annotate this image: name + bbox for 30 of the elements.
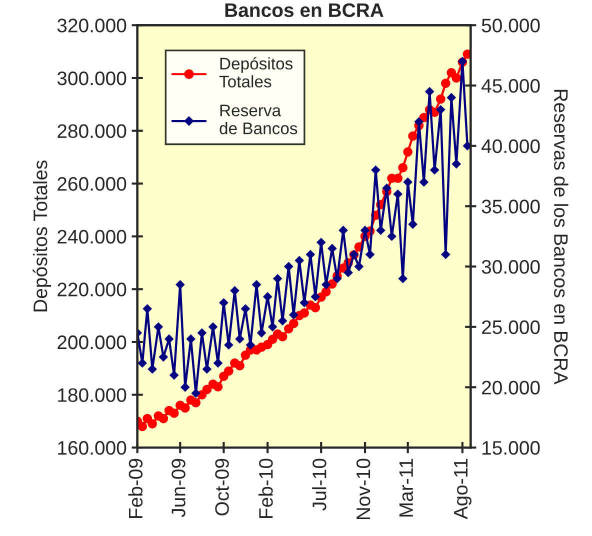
- legend-label: Reserva de Bancos: [220, 104, 298, 134]
- legend-label: Depósitos Totales: [219, 57, 293, 88]
- y-tick-label: 300.000: [57, 71, 126, 86]
- y-tick-label: 220.000: [58, 282, 126, 296]
- x-tick-label: Oct-09: [215, 458, 229, 516]
- y-tick-label: 320.000: [57, 18, 126, 32]
- y-axis-title: Depósitos Totales: [32, 160, 52, 312]
- x-tick-label: Feb-10: [258, 458, 273, 518]
- x-tick-label: Feb-09: [128, 458, 143, 518]
- y2-axis-title: Reservas de los Bancos en BCRA: [554, 90, 568, 384]
- y2-tick-label: 25.000: [482, 320, 540, 334]
- x-tick-label: Ago-11: [454, 458, 472, 520]
- y2-tick-label: 20.000: [482, 380, 540, 394]
- y2-tick-label: 40.000: [482, 139, 540, 154]
- y2-tick-label: 35.000: [482, 200, 540, 214]
- x-tick-label: Mar-11: [399, 458, 414, 517]
- y-tick-label: 160.000: [58, 441, 126, 455]
- y-tick-label: 260.000: [58, 177, 126, 191]
- y-tick-label: 180.000: [58, 388, 126, 402]
- chart-title: Bancos en BCRA: [225, 3, 384, 18]
- y2-tick-label: 50.000: [482, 18, 540, 32]
- y-tick-label: 280.000: [58, 124, 126, 138]
- y-tick-label: 200.000: [58, 335, 126, 350]
- x-tick-label: Jun-09: [172, 458, 186, 518]
- x-tick-label: Nov-10: [356, 458, 370, 520]
- y2-tick-label: 45.000: [482, 79, 540, 93]
- y2-tick-label: 30.000: [482, 260, 540, 274]
- y2-tick-label: 15.000: [482, 441, 540, 455]
- x-tick-label: Jul-10: [312, 458, 326, 511]
- y-tick-label: 240.000: [58, 230, 126, 244]
